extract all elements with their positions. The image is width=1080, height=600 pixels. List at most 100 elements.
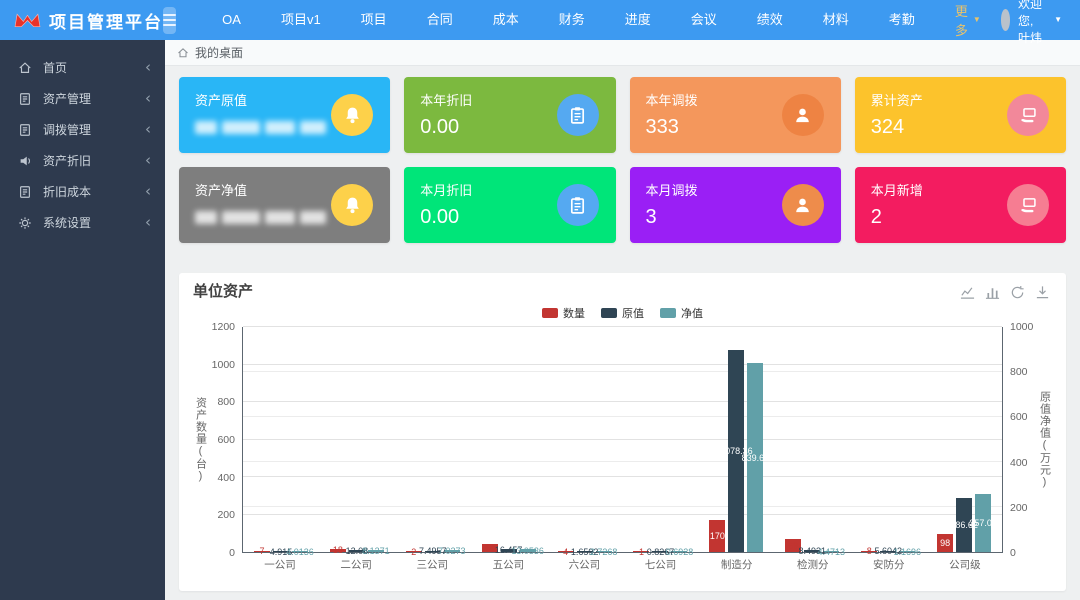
legend-item-数量[interactable]: 数量 [542,305,585,321]
refresh-icon[interactable] [1010,285,1025,300]
x-axis-label-三公司: 三公司 [416,559,448,571]
welcome-text: 欢迎您, 叶炜 [1018,0,1043,45]
hamburger-menu-icon[interactable] [163,6,177,34]
card-title: 本月调拨 [645,183,698,198]
bar-group-五公司: 44 16.457 13.0536 [471,327,547,556]
stat-card: 本月调拨 3 [629,167,841,243]
axis-tick-label: 400 [217,471,235,484]
chevron-left-icon: ‹ [145,151,151,169]
sidebar-item-home[interactable]: 首页 ‹ [0,52,165,83]
sidebar-item-transfer-mgmt[interactable]: 调拨管理 ‹ [0,114,165,145]
card-value: 0.00 [420,206,460,228]
bar-group-一公司: 7 4.915 4.0136 [243,327,319,557]
document-icon [20,185,30,198]
masked-value-blob [300,120,326,134]
masked-value-blob [265,210,295,224]
bar-净值-检测分: 4.4713 [818,547,846,557]
masked-value-blob [300,210,326,224]
gridline [243,438,1002,440]
nav-item-meeting[interactable]: 会议 [690,12,717,27]
brand: 项目管理平台 [14,8,163,33]
bar-净值-七公司: 0.6928 [666,547,694,557]
bar-value-label: 286.62 [950,520,978,531]
breadcrumb-label[interactable]: 我的桌面 [195,46,244,60]
bar-数量-六公司: 4 [557,547,574,557]
nav-item-progress[interactable]: 进度 [624,12,651,27]
sidebar: 首页 ‹ 资产管理 ‹ 调拨管理 ‹ 资产折旧 ‹ 折旧成本 ‹ 系统设置 ‹ [0,40,165,600]
topbar: 项目管理平台 OA 项目v1 项目 合同 成本 财务 进度 会议 绩效 材料 考… [0,0,1080,45]
chevron-left-icon: ‹ [145,213,151,231]
left-axis-ticks: 0 200 400 600 800 1000 1200 [208,321,242,559]
bar-净值-六公司: 2.7268 [590,547,618,557]
monitor-icon [1007,184,1049,226]
nav-item-more[interactable]: 更多 ▼ [935,1,1001,39]
x-axis-label-一公司: 一公司 [264,559,296,571]
axis-tick-label: 400 [1010,456,1028,469]
card-value: 324 [870,116,905,138]
legend-item-原值[interactable]: 原值 [601,305,644,321]
avatar [1000,9,1011,31]
nav-item-oa[interactable]: OA [222,12,241,27]
legend-item-净值[interactable]: 净值 [660,305,703,321]
chart-toolbox [960,285,1050,300]
user-menu[interactable]: 欢迎您, 叶炜 ▼ [1000,0,1062,46]
nav-item-contract[interactable]: 合同 [426,12,453,27]
person-icon [781,184,824,226]
masked-value-blob [222,120,260,134]
bar-原值-六公司: 1.6592 [571,547,599,557]
legend-label: 数量 [563,308,585,320]
axis-tick-label: 800 [217,396,235,409]
sidebar-item-system-settings[interactable]: 系统设置 ‹ [0,207,165,238]
bar-group-制造分: 170 1078.36 839.69 [698,327,774,552]
monitor-icon [1007,94,1049,136]
sidebar-item-depreciation-cost[interactable]: 折旧成本 ‹ [0,176,165,207]
bar-数量-五公司: 44 [481,543,498,553]
chevron-left-icon: ‹ [145,58,151,76]
nav-item-cost[interactable]: 成本 [492,12,519,27]
download-icon[interactable] [1035,285,1050,300]
card-title: 本月新增 [870,183,923,198]
bar-原值-三公司: 7.4957 [419,546,447,556]
line-chart-icon[interactable] [960,285,975,300]
nav-item-project[interactable]: 项目 [360,12,387,27]
legend-label: 原值 [622,308,644,320]
x-axis-label-六公司: 六公司 [568,559,601,571]
nav-item-material[interactable]: 材料 [822,12,849,27]
stat-card: 本年折旧 0.00 [404,77,616,153]
bar-数量-一公司: 7 [253,546,270,556]
stat-card: 资产净值 [179,167,391,243]
butterfly-logo-icon [14,13,41,27]
bar-原值-五公司: 16.457 [495,545,523,555]
nav-item-attendance[interactable]: 考勤 [888,12,915,27]
nav-item-performance[interactable]: 绩效 [756,12,783,27]
bar-净值-安防分: 1.1696 [893,547,921,557]
stat-card: 本月新增 2 [854,167,1066,243]
bar-原值-七公司: 0.8267 [647,547,675,557]
masked-value-blob [222,210,260,224]
sidebar-item-asset-depreciation[interactable]: 资产折旧 ‹ [0,145,165,176]
document-icon [20,123,30,136]
stat-card: 累计资产 324 [854,77,1066,153]
bar-净值-三公司: 7.0273 [438,546,466,556]
nav-item-project-v1[interactable]: 项目v1 [280,12,321,27]
bar-净值-制造分: 839.69 [742,363,769,552]
sidebar-item-label: 资产管理 [43,92,92,106]
bar-group-七公司: 1 0.8267 0.6928 [623,327,699,557]
card-title: 资产原值 [195,93,248,108]
nav-item-finance[interactable]: 财务 [558,12,585,27]
bar-value-label: 839.69 [741,452,770,463]
axis-tick-label: 600 [217,434,235,446]
gridline [243,326,1002,327]
chevron-left-icon: ‹ [145,120,151,138]
gridline [243,513,1002,515]
bar-原值-检测分: 8.4931 [799,546,827,556]
sidebar-item-asset-mgmt[interactable]: 资产管理 ‹ [0,83,165,114]
gridline [243,363,1002,365]
bar-chart-icon[interactable] [985,285,1000,300]
bar-group-三公司: 2 7.4957 7.0273 [395,327,471,557]
x-axis-label-七公司: 七公司 [644,559,677,571]
card-title: 本年调拨 [645,93,698,108]
axis-tick-label: 1000 [211,358,235,371]
legend-swatch [601,308,617,318]
card-value: 2 [870,206,882,228]
